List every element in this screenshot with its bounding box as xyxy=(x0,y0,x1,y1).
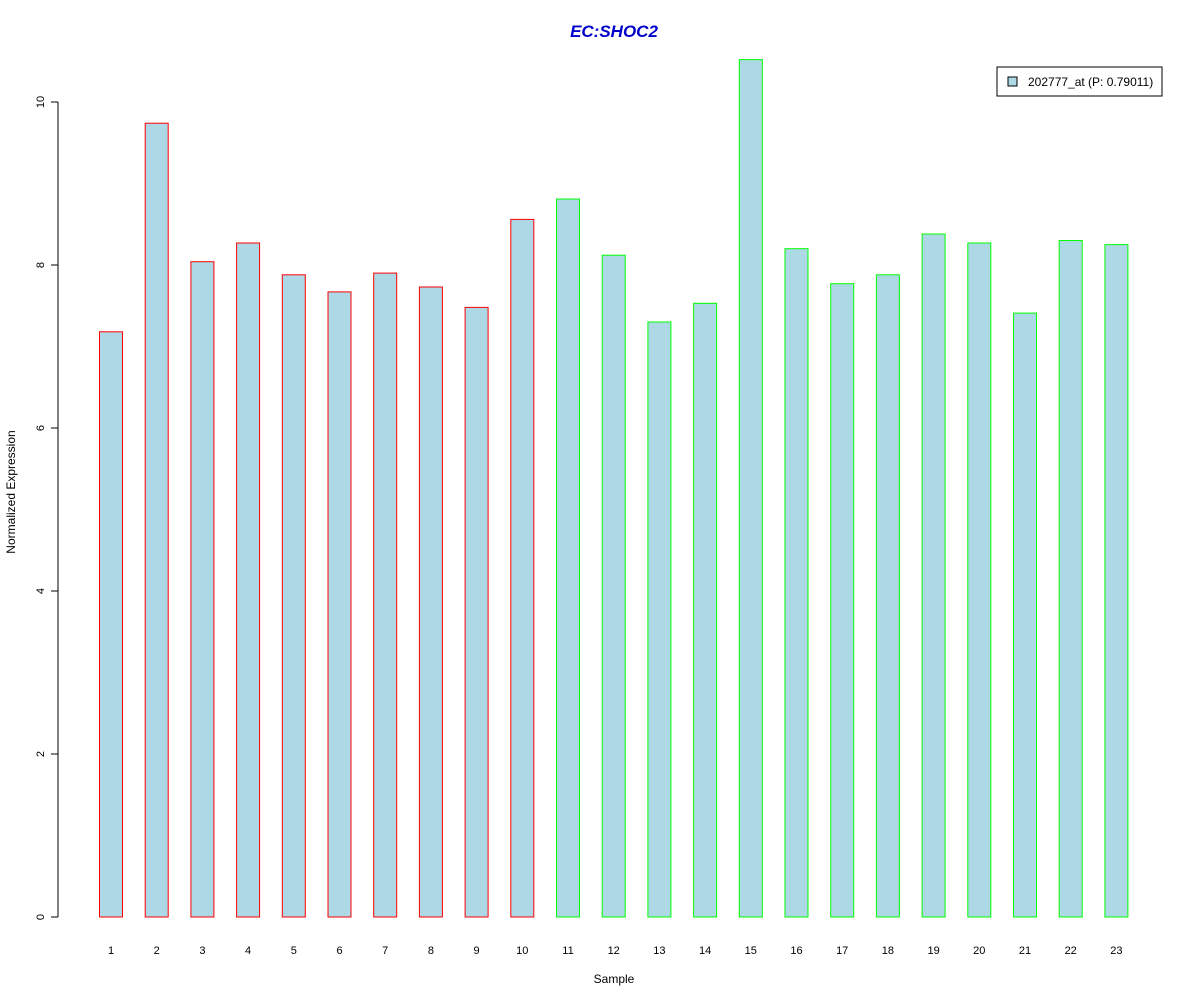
x-tick-label: 21 xyxy=(1019,945,1031,957)
bar-sample-4 xyxy=(236,242,261,918)
x-tick-label: 9 xyxy=(474,945,480,957)
y-axis: 0 2 4 6 8 10 xyxy=(35,96,59,920)
bar-sample-12 xyxy=(601,254,626,918)
bar-sample-14 xyxy=(693,302,718,918)
bars xyxy=(99,59,1129,918)
bar-sample-13 xyxy=(647,321,672,918)
bar-sample-17 xyxy=(830,283,855,918)
bar-sample-9 xyxy=(464,306,489,918)
legend-box xyxy=(996,66,1163,97)
x-tick-label: 10 xyxy=(516,945,528,957)
bar-sample-2 xyxy=(144,122,169,918)
x-axis-ticks: 1 2 3 4 5 6 7 8 9 10 11 12 13 14 15 16 17 18 19 20 21 22 23 xyxy=(108,945,1123,957)
x-tick-label: 18 xyxy=(882,945,894,957)
y-tick-label: 0 xyxy=(35,914,47,920)
x-tick-label: 2 xyxy=(154,945,160,957)
y-tick-label: 4 xyxy=(35,588,47,594)
x-tick-label: 6 xyxy=(336,945,342,957)
bar-sample-6 xyxy=(327,291,352,918)
x-tick-label: 22 xyxy=(1065,945,1077,957)
x-tick-label: 17 xyxy=(836,945,848,957)
y-tick-label: 6 xyxy=(35,425,47,431)
x-tick-label: 1 xyxy=(108,945,114,957)
x-tick-label: 11 xyxy=(562,945,573,957)
bar-sample-22 xyxy=(1058,240,1083,918)
legend-swatch xyxy=(1007,76,1018,87)
x-tick-label: 16 xyxy=(790,945,802,957)
bar-sample-11 xyxy=(556,198,580,918)
bar-sample-23 xyxy=(1104,244,1129,918)
legend-label: 202777_at (P: 0.79011) xyxy=(1028,75,1153,89)
bar-sample-1 xyxy=(99,331,123,918)
x-tick-label: 19 xyxy=(927,945,939,957)
y-tick-label: 10 xyxy=(35,96,47,108)
bar-sample-10 xyxy=(510,218,535,918)
bar-sample-21 xyxy=(1013,312,1037,918)
x-tick-label: 23 xyxy=(1110,945,1122,957)
bar-sample-15 xyxy=(738,59,763,918)
x-tick-label: 3 xyxy=(199,945,205,957)
x-tick-label: 4 xyxy=(245,945,251,957)
chart-title: EC:SHOC2 xyxy=(570,22,658,41)
x-tick-label: 5 xyxy=(291,945,297,957)
bar-sample-7 xyxy=(373,272,398,918)
bar-sample-19 xyxy=(921,233,946,918)
x-axis-label: Sample xyxy=(594,972,635,986)
y-tick-label: 2 xyxy=(35,751,47,757)
bar-sample-20 xyxy=(967,242,992,918)
bar-sample-8 xyxy=(418,286,443,918)
x-tick-label: 20 xyxy=(973,945,985,957)
x-tick-label: 7 xyxy=(382,945,388,957)
bar-sample-5 xyxy=(281,274,306,918)
bar-sample-16 xyxy=(784,248,809,918)
x-tick-label: 8 xyxy=(428,945,434,957)
bar-sample-18 xyxy=(875,274,900,918)
y-tick-label: 8 xyxy=(35,262,47,268)
y-axis-label: Normalized Expression xyxy=(4,430,18,553)
x-tick-label: 15 xyxy=(745,945,757,957)
x-tick-label: 13 xyxy=(653,945,665,957)
x-tick-label: 14 xyxy=(699,945,711,957)
legend: 202777_at (P: 0.79011) xyxy=(996,66,1163,97)
bar-sample-3 xyxy=(190,261,215,918)
x-tick-label: 12 xyxy=(608,945,620,957)
